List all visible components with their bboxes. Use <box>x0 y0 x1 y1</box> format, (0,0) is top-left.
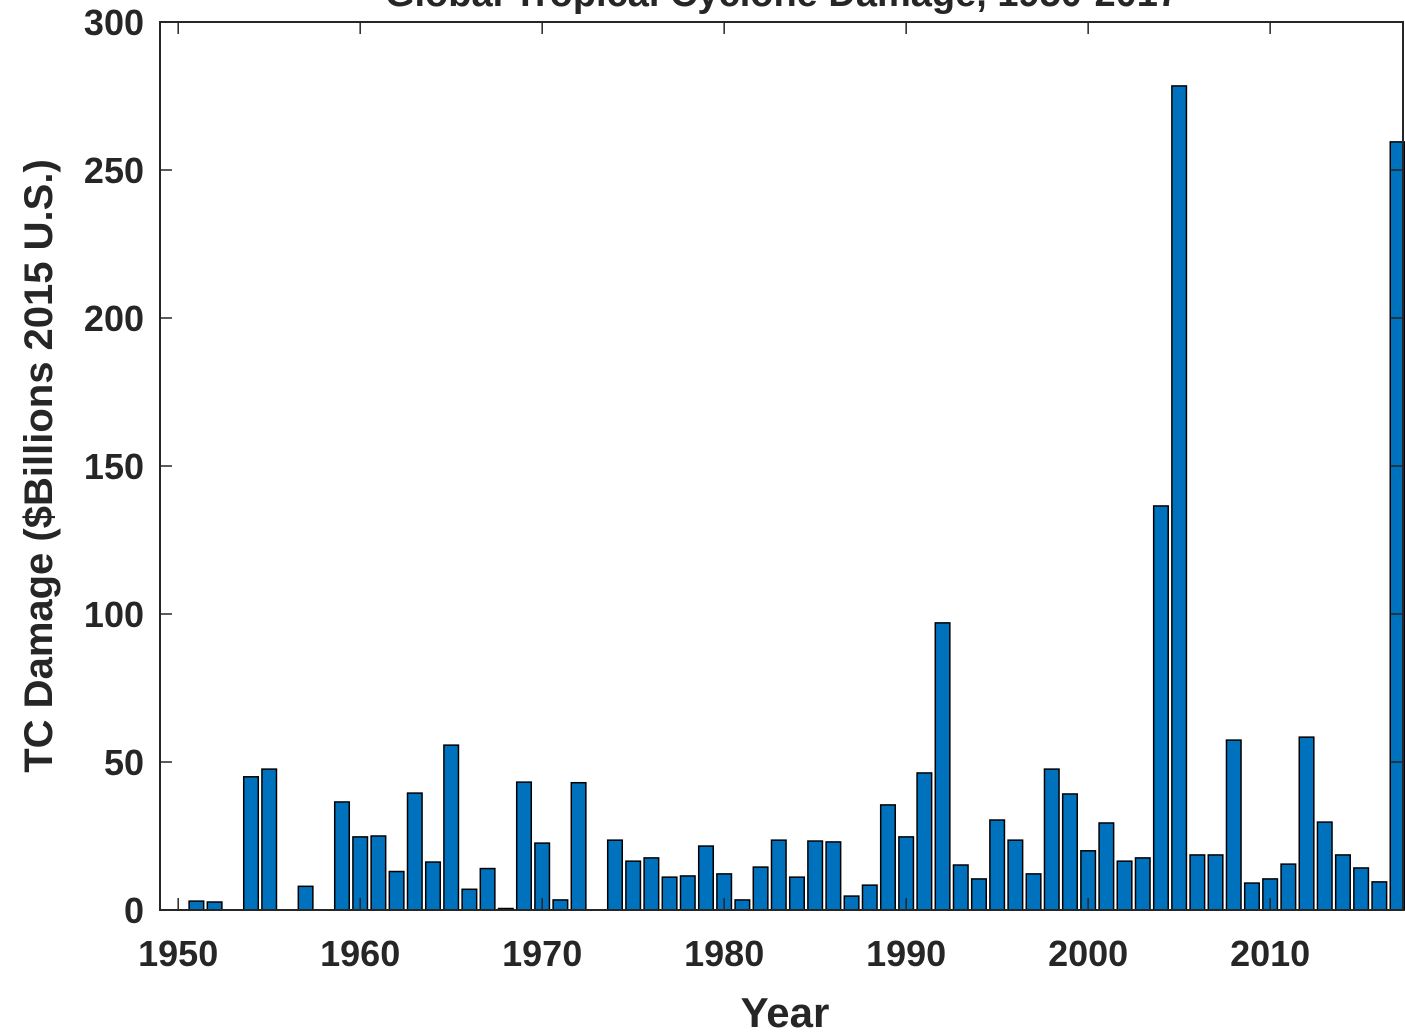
bar <box>297 885 314 911</box>
bar <box>825 841 842 911</box>
bar <box>752 866 769 911</box>
y-tick-label: 0 <box>124 890 144 931</box>
bar <box>807 840 824 911</box>
bar <box>1171 85 1188 911</box>
bar <box>370 835 387 911</box>
bar <box>552 899 569 911</box>
bar <box>461 888 478 911</box>
bar <box>443 744 460 911</box>
bar <box>1334 854 1351 911</box>
bar <box>1353 867 1370 911</box>
bar <box>861 884 878 911</box>
x-tick-label: 1950 <box>138 933 218 974</box>
bar <box>643 857 660 911</box>
bar <box>1134 857 1151 911</box>
y-tick-label: 150 <box>84 446 144 487</box>
y-tick-label: 100 <box>84 594 144 635</box>
bar <box>406 792 423 911</box>
bar <box>479 867 496 911</box>
bar <box>1025 873 1042 911</box>
bar <box>1152 505 1169 911</box>
bar <box>1007 839 1024 911</box>
bar <box>916 772 933 911</box>
x-tick-label: 1990 <box>866 933 946 974</box>
bar <box>879 804 896 911</box>
axes-box <box>159 21 1404 911</box>
bar <box>1371 881 1388 911</box>
bar <box>606 839 624 911</box>
bar <box>1189 854 1206 911</box>
bar <box>1280 863 1297 911</box>
bar <box>1207 854 1224 911</box>
y-tick-label: 50 <box>104 742 144 783</box>
y-tick-label: 300 <box>84 2 144 43</box>
bar <box>206 901 223 911</box>
bar <box>843 895 860 911</box>
bar <box>261 768 278 911</box>
bar <box>1043 768 1060 911</box>
x-tick-label: 1980 <box>684 933 764 974</box>
bar <box>788 876 805 911</box>
bar <box>188 900 205 911</box>
bar <box>697 845 715 911</box>
bar <box>625 860 642 911</box>
bar <box>1298 736 1315 911</box>
y-axis-label: TC Damage ($Billions 2015 U.S.) <box>17 159 61 773</box>
bar <box>515 781 533 911</box>
bar <box>970 878 987 911</box>
bar <box>1316 821 1333 911</box>
bar <box>424 861 442 911</box>
bar <box>770 839 787 911</box>
bar <box>388 870 405 911</box>
bar <box>1116 860 1133 911</box>
bar <box>242 776 260 911</box>
y-tick-label: 250 <box>84 150 144 191</box>
bar <box>1225 739 1242 911</box>
x-axis-label: Year <box>741 989 830 1035</box>
bar <box>989 819 1006 911</box>
bar <box>734 899 751 911</box>
bar <box>1061 793 1078 911</box>
y-tick-label: 200 <box>84 298 144 339</box>
bar <box>934 622 951 911</box>
x-tick-label: 1960 <box>320 933 400 974</box>
bar <box>570 781 587 911</box>
bar <box>679 875 696 911</box>
bar <box>1243 882 1260 911</box>
x-tick-label: 1970 <box>502 933 582 974</box>
x-tick-label: 2010 <box>1230 933 1310 974</box>
bar <box>661 876 678 911</box>
bar <box>1098 822 1115 911</box>
bar <box>333 801 351 911</box>
x-tick-label: 2000 <box>1048 933 1128 974</box>
bar <box>952 864 969 911</box>
chart-title: Global Tropical Cyclone Damage, 1950-201… <box>385 0 1179 15</box>
